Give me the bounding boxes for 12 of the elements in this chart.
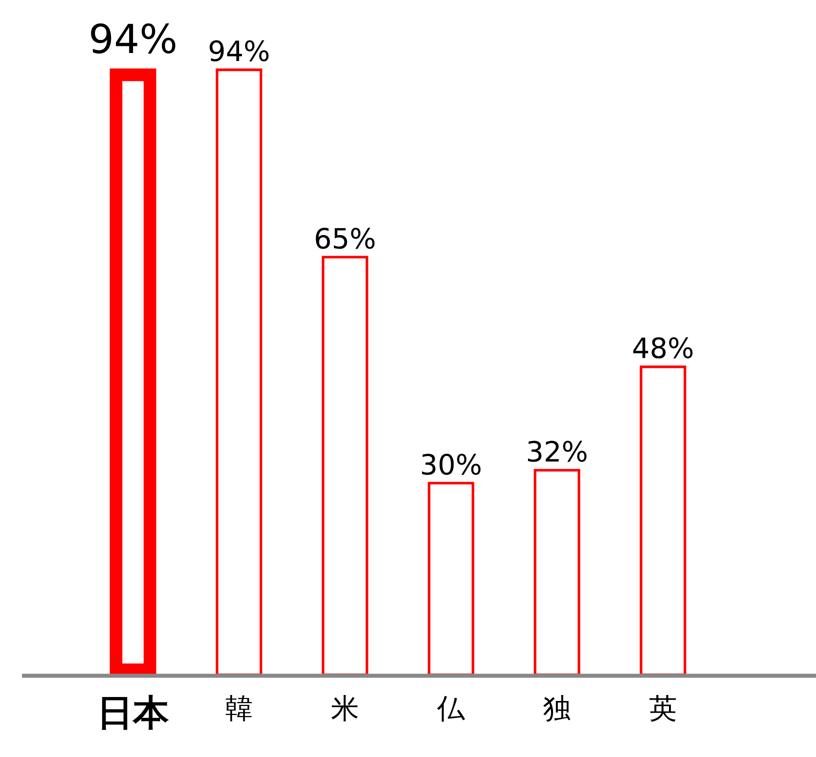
data-label: 65% [314, 222, 376, 256]
data-label: 30% [420, 448, 482, 482]
x-tick-label: 韓 [225, 692, 253, 725]
x-tick-label: 英 [649, 692, 677, 725]
data-label: 94% [88, 17, 178, 64]
x-tick-label: 日本 [97, 692, 169, 734]
x-tick-label: 独 [543, 692, 571, 725]
x-tick-label: 仏 [436, 692, 466, 725]
data-label: 32% [526, 435, 588, 468]
x-tick-label: 米 [331, 692, 359, 725]
data-label: 48% [632, 332, 694, 366]
data-label: 94% [208, 35, 270, 68]
